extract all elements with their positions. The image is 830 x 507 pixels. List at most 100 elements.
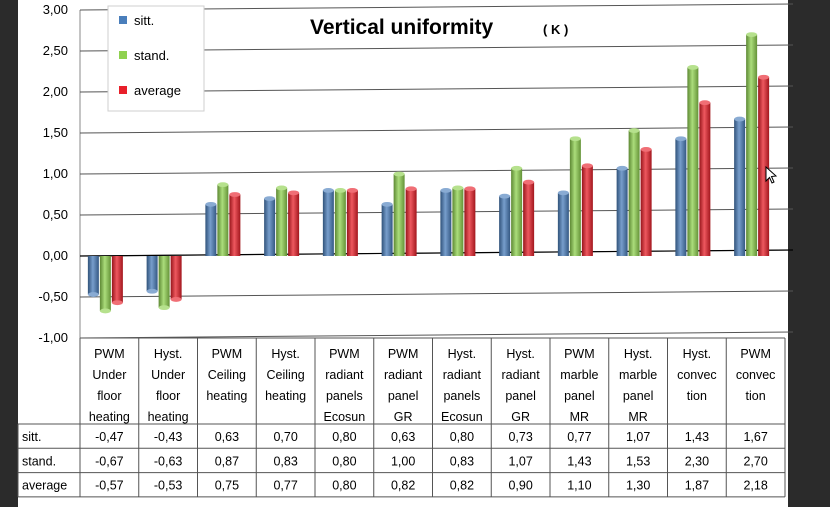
legend-swatch <box>119 51 127 59</box>
bar-average-12 <box>758 74 770 257</box>
category-label: panel <box>623 389 654 403</box>
bar-sitt-8 <box>499 193 511 256</box>
legend-label: sitt. <box>134 13 154 28</box>
legend-swatch <box>119 16 127 24</box>
category-label: Ceiling <box>267 368 305 382</box>
table-cell: 0,80 <box>450 430 474 444</box>
y-tick-label: 0,00 <box>43 248 68 263</box>
category-label: tion <box>746 389 766 403</box>
bar-sitt-5 <box>322 188 334 256</box>
table-cell: 0,70 <box>273 430 297 444</box>
table-cell: 0,63 <box>391 430 415 444</box>
table-cell: -0,63 <box>154 454 183 468</box>
bar-stand-2 <box>158 256 170 311</box>
category-label: PWM <box>740 347 771 361</box>
bar-average-8 <box>523 179 535 256</box>
bar-average-3 <box>229 192 241 256</box>
table-cell: 1,07 <box>626 430 650 444</box>
y-tick-label: 0,50 <box>43 207 68 222</box>
bar-stand-10 <box>628 128 640 256</box>
row-header: average <box>22 479 67 493</box>
table-cell: 1,67 <box>743 430 767 444</box>
table-cell: 0,83 <box>450 454 474 468</box>
category-label: Hyst. <box>448 347 476 361</box>
category-label: PWM <box>329 347 360 361</box>
bar-average-11 <box>699 100 711 256</box>
table-cell: 0,63 <box>215 430 239 444</box>
table-cell: 0,83 <box>273 454 297 468</box>
category-label: heating <box>265 389 306 403</box>
table-cell: 1,43 <box>567 454 591 468</box>
category-label: radiant <box>502 368 541 382</box>
table-cell: 1,87 <box>685 479 709 493</box>
bar-sitt-11 <box>675 136 687 256</box>
category-label: floor <box>97 389 121 403</box>
gridline <box>79 126 794 134</box>
data-table: PWM Under floor heating Hyst. Under floor heati… <box>17 337 786 498</box>
table-cell: 1,00 <box>391 454 415 468</box>
bar-sitt-3 <box>205 201 217 256</box>
table-cell: 1,30 <box>626 479 650 493</box>
category-label: PWM <box>564 347 595 361</box>
category-label: floor <box>156 389 180 403</box>
bar-average-5 <box>346 188 358 256</box>
category-label: Hyst. <box>154 347 182 361</box>
bar-sitt-1 <box>87 256 99 297</box>
category-label: convec <box>677 368 717 382</box>
bar-average-6 <box>405 186 417 256</box>
table-cell: 0,80 <box>332 479 356 493</box>
category-label: heating <box>89 410 130 424</box>
table-cell: -0,47 <box>95 430 124 444</box>
table-row: stand. -0,67 -0,63 0,87 0,83 0,80 1,00 0,83 1,07… <box>22 454 768 468</box>
table-cell: 0,73 <box>508 430 532 444</box>
bar-sitt-2 <box>146 256 158 294</box>
table-cell: 2,30 <box>685 454 709 468</box>
category-label: panels <box>326 389 363 403</box>
table-cell: -0,57 <box>95 479 124 493</box>
table-cell: 1,53 <box>626 454 650 468</box>
bar-average-7 <box>464 186 476 256</box>
category-label: Hyst. <box>683 347 711 361</box>
category-label: MR <box>570 410 589 424</box>
category-label: Hyst. <box>506 347 534 361</box>
table-cell: 0,82 <box>391 479 415 493</box>
bar-sitt-4 <box>264 196 276 256</box>
y-tick-label: 3,00 <box>43 2 68 17</box>
table-cell: 2,70 <box>743 454 767 468</box>
gridline <box>79 331 794 339</box>
bar-stand-1 <box>99 256 111 314</box>
table-cell: 0,80 <box>332 430 356 444</box>
bar-average-2 <box>170 256 182 302</box>
mouse-cursor-icon <box>765 165 778 184</box>
category-label: Ceiling <box>208 368 246 382</box>
legend-swatch <box>119 86 127 94</box>
category-label: radiant <box>384 368 423 382</box>
table-cell: 0,77 <box>273 479 297 493</box>
table-cell: 1,43 <box>685 430 709 444</box>
bar-sitt-7 <box>440 188 452 256</box>
table-row: average -0,57 -0,53 0,75 0,77 0,80 0,82 0,82 0,9… <box>22 479 768 493</box>
category-label: Ecosun <box>324 410 366 424</box>
row-header: sitt. <box>22 430 41 444</box>
category-label: GR <box>511 410 530 424</box>
category-label: radiant <box>325 368 364 382</box>
y-tick-label: 2,00 <box>43 84 68 99</box>
table-cell: 0,90 <box>508 479 532 493</box>
bar-stand-3 <box>217 182 229 256</box>
category-label: PWM <box>94 347 125 361</box>
y-tick-label: 2,50 <box>43 43 68 58</box>
y-tick-label: -0,50 <box>38 289 68 304</box>
category-label: panel <box>388 389 419 403</box>
bar-sitt-9 <box>557 190 569 256</box>
category-label: GR <box>394 410 413 424</box>
bar-stand-12 <box>746 32 758 256</box>
legend-label: average <box>134 83 181 98</box>
category-label: PWM <box>212 347 243 361</box>
table-cell: 0,75 <box>215 479 239 493</box>
category-label: panel <box>505 389 536 403</box>
table-cell: 1,10 <box>567 479 591 493</box>
bar-stand-11 <box>687 65 699 257</box>
category-label: tion <box>687 389 707 403</box>
bar-average-4 <box>288 190 300 256</box>
